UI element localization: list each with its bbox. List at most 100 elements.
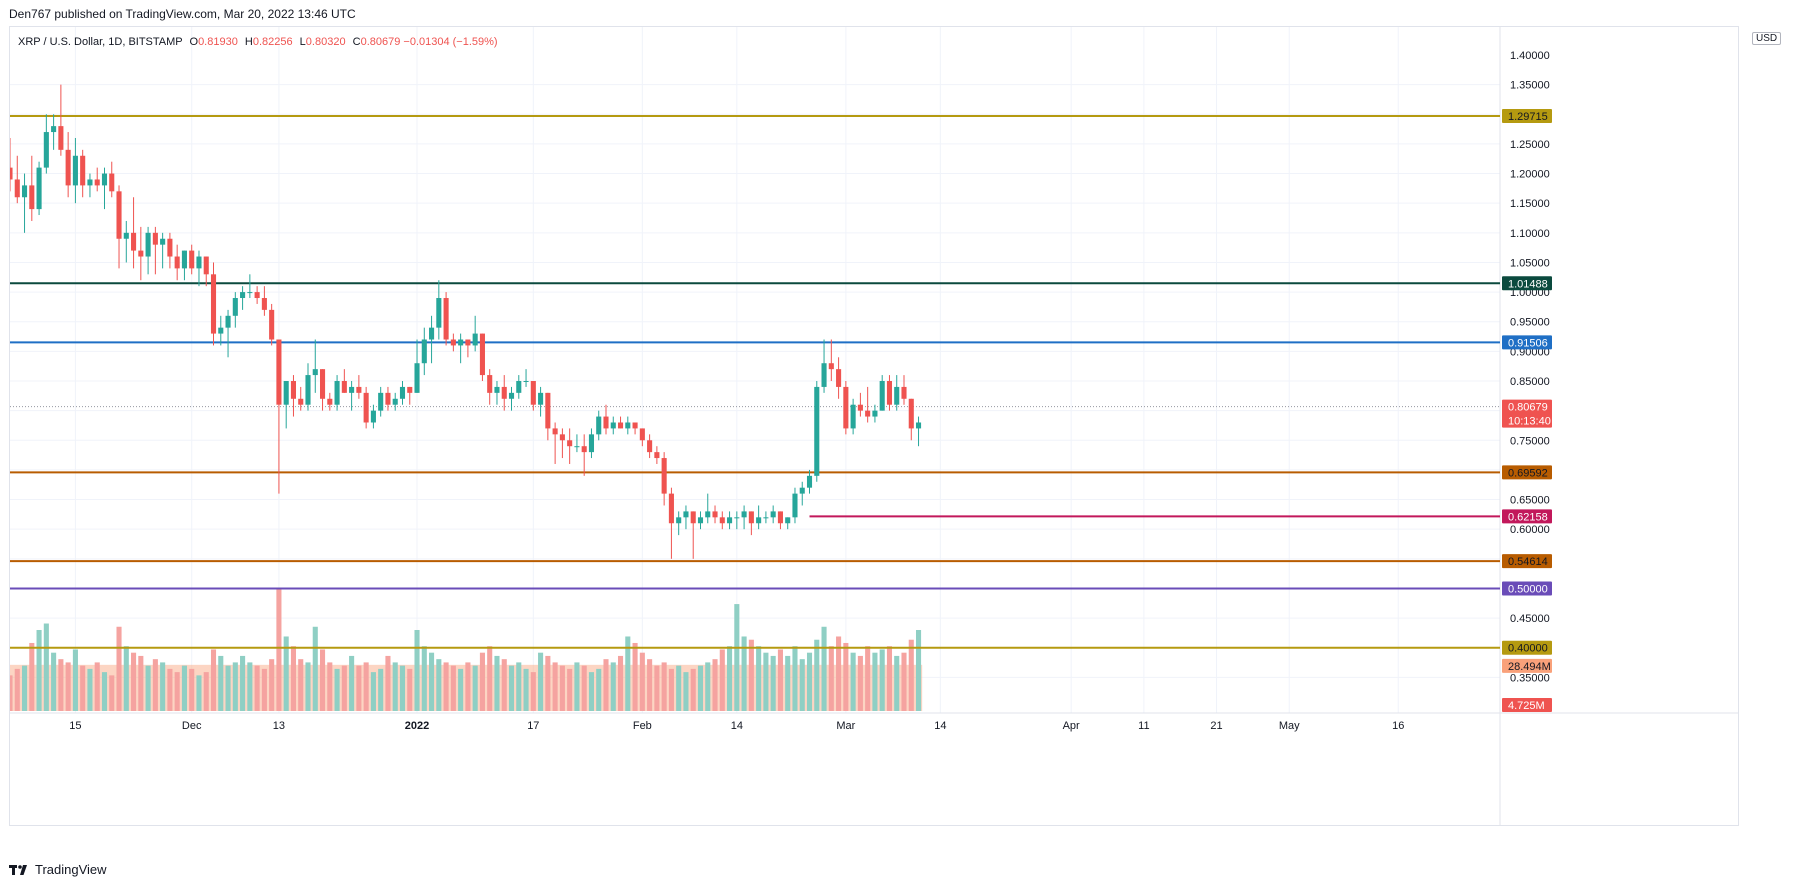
candle-body bbox=[36, 167, 42, 210]
volume-bar bbox=[145, 665, 151, 711]
volume-bar bbox=[378, 668, 384, 711]
volume-bar bbox=[240, 655, 246, 711]
candle-body bbox=[51, 126, 57, 133]
volume-bar bbox=[414, 630, 420, 711]
volume-bar bbox=[261, 668, 267, 711]
volume-bar bbox=[872, 652, 878, 711]
last-volume-badge-bg bbox=[1502, 698, 1552, 712]
open-value: 0.81930 bbox=[198, 36, 238, 48]
time-tick-label: Mar bbox=[836, 720, 855, 732]
candle-body bbox=[341, 381, 347, 393]
candle-body bbox=[581, 446, 587, 453]
volume-bar bbox=[65, 662, 71, 711]
volume-bar bbox=[559, 665, 565, 711]
candle-body bbox=[610, 422, 616, 429]
candle-body bbox=[87, 179, 93, 186]
volume-bar bbox=[748, 639, 754, 711]
volume-bar bbox=[160, 662, 166, 711]
current-price-badge: 0.80679 bbox=[1508, 402, 1548, 414]
low-value: 0.80320 bbox=[305, 36, 346, 48]
volume-bar bbox=[494, 655, 500, 711]
volume-bar bbox=[116, 626, 122, 711]
candle-body bbox=[436, 298, 442, 328]
volume-bar bbox=[138, 655, 144, 711]
volume-bar bbox=[530, 672, 536, 711]
candle-body bbox=[559, 434, 565, 441]
volume-bar bbox=[806, 652, 813, 711]
last-volume-badge: 4.725M bbox=[1508, 700, 1545, 712]
volume-bar bbox=[319, 649, 326, 711]
volume-bar bbox=[443, 662, 449, 711]
volume-bar bbox=[305, 662, 311, 711]
time-tick-label: Dec bbox=[182, 720, 202, 732]
volume-bar bbox=[879, 649, 885, 711]
volume-bar bbox=[210, 649, 217, 711]
volume-bar bbox=[298, 659, 304, 711]
volume-bar bbox=[80, 665, 86, 711]
low-key: L bbox=[299, 36, 306, 48]
volume-bar bbox=[58, 659, 64, 711]
candle-body bbox=[210, 274, 217, 334]
chart-panel[interactable]: 1.400001.350001.300001.250001.200001.150… bbox=[9, 26, 1739, 826]
footer-brand[interactable]: TradingView bbox=[9, 862, 107, 877]
change-value: −0.01304 (−1.59%) bbox=[403, 36, 498, 48]
volume-bar bbox=[385, 655, 391, 711]
candle-body bbox=[327, 398, 333, 405]
candle-body bbox=[617, 422, 624, 429]
candle-body bbox=[843, 386, 849, 429]
candle-body bbox=[697, 517, 704, 524]
volume-bar bbox=[87, 668, 93, 711]
candle-body bbox=[719, 517, 725, 524]
level-badge: 1.01488 bbox=[1508, 278, 1548, 290]
candle-body bbox=[254, 292, 260, 299]
candle-body bbox=[247, 292, 253, 294]
candle-body bbox=[392, 398, 398, 405]
volume-bar bbox=[654, 665, 660, 711]
candle-body bbox=[232, 298, 238, 316]
volume-bar bbox=[269, 659, 275, 711]
volume-bar bbox=[36, 630, 42, 711]
price-tick-label: 0.95000 bbox=[1510, 317, 1550, 329]
time-tick-label: May bbox=[1279, 720, 1300, 732]
high-value: 0.82256 bbox=[252, 36, 293, 48]
volume-bar bbox=[232, 662, 238, 711]
candle-body bbox=[857, 404, 863, 411]
candle-body bbox=[131, 232, 137, 251]
price-tick-label: 1.25000 bbox=[1510, 139, 1550, 151]
candle-body bbox=[472, 333, 478, 346]
candle-body bbox=[283, 381, 289, 405]
candle-body bbox=[138, 250, 144, 257]
volume-bar bbox=[407, 668, 413, 711]
symbol-name[interactable]: XRP / U.S. Dollar, 1D, BITSTAMP bbox=[18, 36, 183, 48]
time-tick-label: 15 bbox=[69, 720, 81, 732]
volume-bar bbox=[14, 668, 20, 711]
volume-bar bbox=[101, 672, 108, 711]
volume-bar bbox=[661, 662, 667, 711]
volume-bar bbox=[29, 642, 35, 711]
chart-canvas[interactable]: 1.400001.350001.300001.250001.200001.150… bbox=[10, 27, 1738, 825]
currency-badge[interactable]: USD bbox=[1752, 32, 1782, 45]
candle-body bbox=[705, 511, 711, 518]
level-badge-bg bbox=[1502, 108, 1552, 123]
countdown-label: 10:13:40 bbox=[1508, 416, 1551, 428]
candle-body bbox=[21, 185, 28, 198]
volume-bar bbox=[734, 604, 740, 711]
candle-body bbox=[458, 339, 464, 346]
candle-body bbox=[101, 173, 108, 186]
candle-body bbox=[319, 369, 326, 399]
symbol-legend: XRP / U.S. Dollar, 1D, BITSTAMP O0.81930… bbox=[18, 36, 498, 48]
volume-bar bbox=[727, 646, 733, 711]
candle-body bbox=[349, 386, 355, 393]
volume-bar bbox=[334, 668, 340, 711]
volume-bar bbox=[792, 646, 798, 711]
candle-body bbox=[647, 440, 653, 453]
price-tick-label: 0.35000 bbox=[1510, 672, 1550, 684]
level-badge-bg bbox=[1502, 465, 1552, 480]
candle-body bbox=[378, 392, 384, 411]
candle-body bbox=[429, 327, 435, 340]
price-tick-label: 1.20000 bbox=[1510, 169, 1550, 181]
volume-bar bbox=[567, 668, 573, 711]
volume-bar bbox=[814, 639, 820, 711]
time-tick-label: 16 bbox=[1392, 720, 1404, 732]
candle-body bbox=[269, 309, 275, 340]
